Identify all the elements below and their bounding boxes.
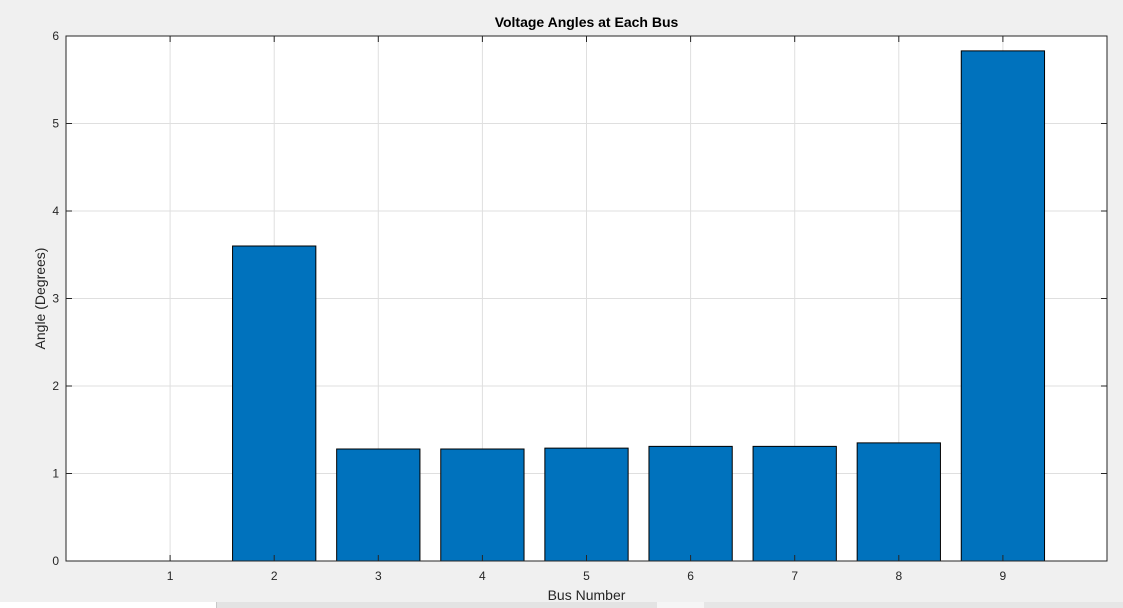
bar-bus-9	[960, 50, 1046, 562]
chart-title: Voltage Angles at Each Bus	[495, 14, 679, 30]
taskbar-segment	[217, 602, 657, 608]
bar-bus-8	[856, 442, 941, 562]
x-axis-label: Bus Number	[548, 587, 626, 603]
x-tick-label: 7	[791, 569, 798, 583]
taskbar-segment	[657, 602, 704, 608]
y-axis-label: Angle (Degrees)	[32, 248, 48, 350]
taskbar-strip	[0, 602, 1123, 608]
x-tick-label: 1	[167, 569, 174, 583]
y-tick-label: 4	[52, 204, 59, 218]
x-tick-label: 9	[1000, 569, 1007, 583]
x-tick-label: 3	[375, 569, 382, 583]
bars	[232, 50, 1046, 562]
taskbar-segment	[704, 602, 1123, 608]
x-tick-label: 2	[271, 569, 278, 583]
y-tick-label: 0	[52, 554, 59, 568]
bar-bus-4	[440, 448, 525, 562]
x-tick-label: 5	[583, 569, 590, 583]
x-tick-label: 8	[895, 569, 902, 583]
y-tick-label: 3	[52, 292, 59, 306]
bar-bus-6	[648, 445, 733, 562]
bar-bus-7	[752, 445, 837, 562]
y-tick-label: 2	[52, 379, 59, 393]
bar-bus-5	[544, 447, 629, 562]
y-tick-label: 5	[52, 117, 59, 131]
bar-bus-2	[232, 245, 317, 562]
ticks: 1 2 3 4 5 6 7 8 9 0 1 2 3 4 5 6	[52, 29, 1107, 583]
y-tick-label: 1	[52, 467, 59, 481]
bar-bus-3	[336, 448, 421, 562]
y-tick-label: 6	[52, 29, 59, 43]
x-tick-label: 4	[479, 569, 486, 583]
taskbar-segment	[0, 602, 217, 608]
x-tick-label: 6	[687, 569, 694, 583]
